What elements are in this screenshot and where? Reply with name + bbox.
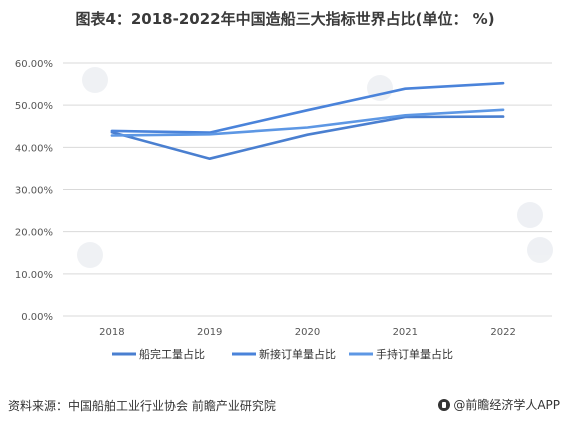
legend-label: 手持订单量占比 (376, 347, 453, 361)
brand-credit: @前瞻经济学人APP (438, 396, 560, 413)
brand-logo-icon (438, 398, 451, 411)
legend: 船完工量占比 新接订单量占比 手持订单量占比 (112, 347, 453, 361)
series-line (110, 81, 505, 134)
x-tick-label: 2022 (490, 327, 515, 338)
watermark-logo-icon (527, 237, 553, 263)
y-tick-label: 50.00% (15, 101, 53, 112)
watermark-logo-icon (77, 242, 103, 268)
watermark-logo-icon (82, 67, 108, 93)
grid-layer (63, 62, 552, 317)
y-tick-label: 60.00% (15, 59, 53, 70)
series-line (110, 115, 505, 160)
x-tick-label: 2018 (99, 327, 124, 338)
y-tick-label: 20.00% (15, 228, 53, 239)
y-axis: 0.00% 10.00% 20.00% 30.00% 40.00% 50.00% 60.00… (15, 59, 53, 323)
series-layer (110, 81, 505, 160)
legend-label: 船完工量占比 (139, 347, 205, 361)
x-tick-label: 2021 (393, 327, 418, 338)
watermark-layer (77, 67, 553, 268)
y-tick-label: 40.00% (15, 143, 53, 154)
source-note: 资料来源：中国船舶工业行业协会 前瞻产业研究院 (8, 399, 276, 413)
x-tick-label: 2019 (197, 327, 222, 338)
brand-text: @前瞻经济学人APP (453, 398, 560, 412)
x-axis: 2018 2019 2020 2021 2022 (99, 327, 516, 338)
legend-label: 新接订单量占比 (259, 347, 336, 361)
series-line (110, 108, 505, 137)
watermark-logo-icon (517, 202, 543, 228)
y-tick-label: 30.00% (15, 186, 53, 197)
y-tick-label: 0.00% (21, 312, 53, 323)
chart-title: 图表4：2018-2022年中国造船三大指标世界占比(单位： %) (75, 10, 495, 28)
x-tick-label: 2020 (295, 327, 320, 338)
y-tick-label: 10.00% (15, 270, 53, 281)
